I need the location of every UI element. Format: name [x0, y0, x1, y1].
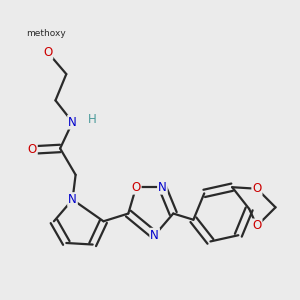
Text: O: O — [252, 219, 262, 232]
Text: N: N — [68, 193, 77, 206]
Text: N: N — [158, 181, 167, 194]
Text: N: N — [150, 229, 159, 242]
Text: O: O — [252, 182, 262, 195]
Text: N: N — [68, 116, 77, 129]
Text: O: O — [131, 181, 141, 194]
Text: O: O — [43, 46, 52, 59]
Text: methoxy: methoxy — [26, 29, 66, 38]
Text: O: O — [28, 143, 37, 157]
Text: H: H — [88, 112, 97, 125]
